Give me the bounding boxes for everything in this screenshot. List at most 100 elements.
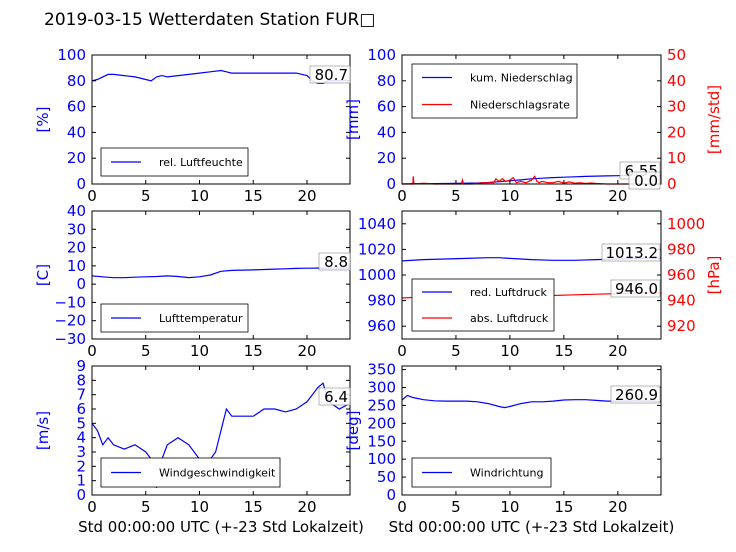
y-tick-label: 300 bbox=[367, 379, 396, 397]
y-axis-label: [mm] bbox=[344, 99, 362, 140]
y-tick-label: 150 bbox=[367, 432, 396, 450]
y-tick-label: 100 bbox=[367, 450, 396, 468]
series-line-1 bbox=[91, 267, 350, 279]
x-tick-label: 0 bbox=[397, 342, 407, 360]
x-tick-label: 10 bbox=[190, 342, 209, 360]
y-tick-label: −10 bbox=[54, 293, 86, 311]
legend-label: Lufttemperatur bbox=[159, 312, 243, 325]
y2-tick-label: 960 bbox=[667, 266, 696, 284]
y-axis-label: [%] bbox=[34, 107, 52, 133]
legend: kum. Niederschlag Niederschlagsrate bbox=[411, 63, 578, 119]
x-tick-label: 0 bbox=[87, 342, 97, 360]
x-tick-label: 15 bbox=[244, 187, 263, 205]
y-tick-label: 2 bbox=[76, 457, 86, 475]
y2-tick-label: 1000 bbox=[667, 215, 705, 233]
y-tick-label: 0 bbox=[76, 486, 86, 504]
x-tick-label: 20 bbox=[297, 187, 316, 205]
x-tick-label: 10 bbox=[500, 342, 519, 360]
y-tick-label: 40 bbox=[377, 123, 396, 141]
y-axis-label: [C] bbox=[34, 264, 52, 286]
figure-title: 2019-03-15 Wetterdaten Station FUR□ bbox=[44, 10, 375, 30]
legend-label: Windgeschwindigkeit bbox=[159, 467, 276, 480]
x-tick-label: 0 bbox=[87, 187, 97, 205]
y-tick-label: 30 bbox=[67, 220, 86, 238]
x-axis-label: Std 00:00:00 UTC (+-23 Std Lokalzeit) bbox=[78, 518, 364, 536]
x-tick-label: 5 bbox=[141, 342, 151, 360]
y-tick-label: 20 bbox=[67, 239, 86, 257]
y-tick-label: 5 bbox=[76, 414, 86, 432]
plot-frame bbox=[91, 54, 351, 185]
y-tick-label: 980 bbox=[367, 292, 396, 310]
y-tick-label: 100 bbox=[57, 46, 86, 64]
y-tick-label: 60 bbox=[67, 98, 86, 116]
chart-panel-3: 0 5 10 15 20−30−20−10010203040[C]Lufttempera… bbox=[34, 202, 351, 360]
y2-tick-label: 980 bbox=[667, 240, 696, 258]
plot-frame bbox=[401, 54, 662, 185]
y-tick-label: 0 bbox=[386, 175, 396, 193]
annotation-value: 1013.2 bbox=[606, 244, 659, 262]
y2-tick-label: 920 bbox=[667, 317, 696, 335]
y2-tick-label: 10 bbox=[667, 149, 686, 167]
y2-axis-label: [mm/std] bbox=[705, 85, 723, 154]
plot-frame bbox=[91, 365, 351, 496]
y-tick-label: 20 bbox=[377, 149, 396, 167]
plot-frame bbox=[91, 210, 351, 340]
annotation-box bbox=[318, 387, 351, 406]
annotation-box bbox=[318, 252, 351, 271]
y-tick-label: 20 bbox=[67, 149, 86, 167]
legend-label: rel. Luftfeuchte bbox=[159, 156, 243, 169]
legend-box bbox=[411, 63, 578, 119]
y2-tick-label: 0 bbox=[667, 175, 677, 193]
chart-panel-1: 0 5 10 15 20 0 20 40 60 80 100 [%] rel. Luftfeuchte 8… bbox=[34, 46, 351, 205]
annotation-value: 80.7 bbox=[315, 66, 348, 84]
y-tick-label: 40 bbox=[67, 202, 86, 220]
legend: Windrichtung bbox=[411, 457, 552, 488]
annotation-box bbox=[601, 243, 661, 262]
legend-box bbox=[411, 278, 555, 332]
y-tick-label: 10 bbox=[67, 257, 86, 275]
y-tick-label: 1000 bbox=[358, 266, 396, 284]
y-tick-label: −20 bbox=[54, 312, 86, 330]
y-tick-label: 350 bbox=[367, 361, 396, 379]
legend-label: abs. Luftdruck bbox=[470, 312, 549, 325]
annotation-value: 0.0 bbox=[634, 172, 658, 190]
y-tick-label: −30 bbox=[54, 330, 86, 348]
x-tick-label: 20 bbox=[608, 498, 627, 516]
x-tick-label: 15 bbox=[554, 187, 573, 205]
annotation-value: 260.9 bbox=[615, 386, 658, 404]
x-tick-label: 20 bbox=[297, 342, 316, 360]
annotation-value: 946.0 bbox=[615, 280, 658, 298]
chart-panel-4: 0 5 10 15 20 960 980 1000 1020 1040 920 940 960 980 10… bbox=[358, 210, 723, 360]
x-tick-label: 15 bbox=[554, 342, 573, 360]
x-tick-label: 10 bbox=[190, 187, 209, 205]
y-tick-label: 7 bbox=[76, 386, 86, 404]
legend-box bbox=[100, 303, 249, 333]
x-tick-label: 0 bbox=[397, 187, 407, 205]
y-tick-label: 50 bbox=[377, 468, 396, 486]
annotation-box bbox=[309, 65, 351, 84]
y-tick-label: 250 bbox=[367, 396, 396, 414]
y-tick-label: 100 bbox=[367, 46, 396, 64]
y-tick-label: 960 bbox=[367, 317, 396, 335]
y-axis-label: [deg] bbox=[344, 411, 362, 451]
annotation-box bbox=[610, 385, 661, 404]
x-tick-label: 5 bbox=[451, 187, 461, 205]
y-tick-label: 4 bbox=[76, 429, 86, 447]
y2-tick-label: 40 bbox=[667, 72, 686, 90]
y-tick-label: 9 bbox=[76, 357, 86, 375]
legend: Windgeschwindigkeit bbox=[100, 457, 281, 488]
x-axis-label: Std 00:00:00 UTC (+-23 Std Lokalzeit) bbox=[389, 518, 675, 536]
annotation-box bbox=[610, 279, 661, 298]
y-tick-label: 6 bbox=[76, 400, 86, 418]
x-tick-label: 10 bbox=[500, 187, 519, 205]
x-tick-label: 15 bbox=[554, 498, 573, 516]
y2-tick-label: 30 bbox=[667, 98, 686, 116]
legend-label: red. Luftdruck bbox=[470, 286, 547, 299]
legend: rel. Luftfeuchte bbox=[100, 147, 249, 177]
annotation-box bbox=[628, 171, 661, 190]
x-tick-label: 20 bbox=[608, 187, 627, 205]
x-tick-label: 0 bbox=[397, 498, 407, 516]
annotation-value: 8.8 bbox=[324, 253, 348, 271]
x-tick-label: 15 bbox=[244, 342, 263, 360]
